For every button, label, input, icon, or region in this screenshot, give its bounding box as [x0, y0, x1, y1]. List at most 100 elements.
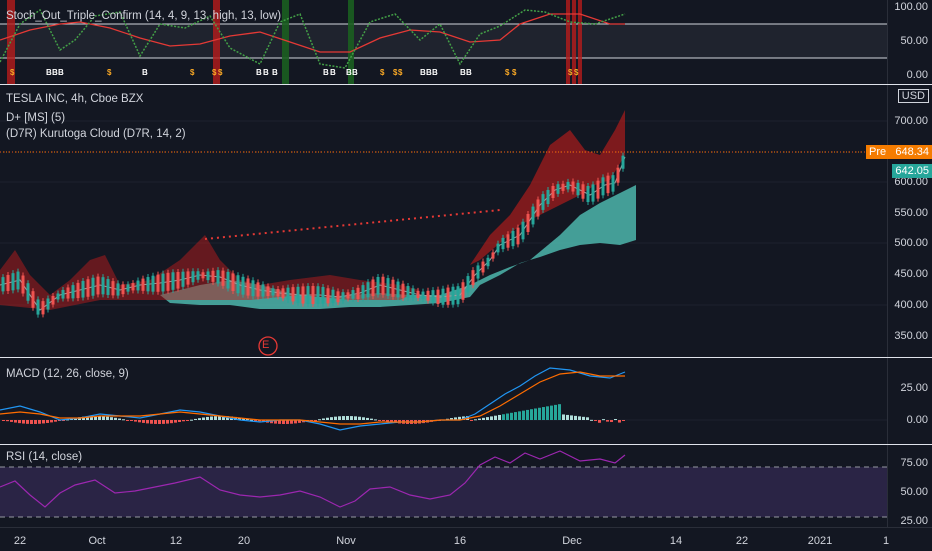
candle-body — [496, 243, 500, 253]
pane-separator[interactable] — [0, 444, 932, 445]
candle-body — [271, 288, 275, 296]
macd-plot[interactable] — [0, 358, 888, 444]
macd-histogram-bar — [194, 418, 197, 420]
candle-body — [251, 280, 255, 297]
macd-histogram-bar — [514, 412, 517, 420]
rsi-tick-75: 75.00 — [900, 457, 928, 469]
macd-histogram-bar — [38, 420, 41, 424]
candle-body — [561, 183, 565, 191]
macd-histogram-bar — [86, 416, 89, 420]
indicator-label-dplus[interactable]: D+ [MS] (5) — [6, 112, 66, 124]
macd-histogram-bar — [370, 418, 373, 420]
macd-histogram-bar — [146, 420, 149, 424]
macd-histogram-bar — [558, 404, 561, 420]
rsi-axis[interactable]: 75.00 50.00 25.00 — [887, 445, 932, 527]
candle-body — [341, 292, 345, 301]
candle-body — [156, 274, 160, 292]
stoch-price-axis[interactable]: 100.00 50.00 0.00 — [887, 0, 932, 84]
symbol-title[interactable]: TESLA INC, 4h, Cboe BZX — [6, 93, 144, 105]
stoch-plot[interactable]: $ B B B $ B $ $ $ B B B B B B B $ $ $ B B B B B $ $ $ $ — [0, 0, 888, 84]
macd-histogram-bar — [258, 420, 261, 422]
pane-separator[interactable] — [0, 357, 932, 358]
candle-body — [401, 283, 405, 298]
candle-body — [246, 278, 250, 296]
macd-label[interactable]: MACD (12, 26, close, 9) — [6, 368, 129, 380]
macd-histogram-bar — [622, 420, 625, 421]
macd-histogram-bar — [618, 420, 621, 423]
candle-body — [261, 284, 265, 297]
rsi-plot[interactable] — [0, 445, 888, 527]
candle-body — [491, 252, 495, 259]
stoch-buy-marker: B — [466, 68, 472, 77]
candle-body — [316, 286, 320, 304]
rsi-label[interactable]: RSI (14, close) — [6, 451, 83, 463]
stoch-tick-100: 100.00 — [894, 1, 928, 13]
time-tick: 12 — [169, 535, 183, 547]
macd-histogram-bar — [310, 420, 313, 421]
time-tick: 2021 — [807, 535, 833, 547]
candle-body — [416, 290, 420, 299]
candle-body — [176, 272, 180, 289]
macd-histogram-bar — [314, 420, 317, 421]
stoch-sell-marker: $ — [505, 68, 510, 77]
macd-histogram-bar — [174, 420, 177, 423]
macd-histogram-bar — [526, 409, 529, 420]
macd-axis[interactable]: 25.00 0.00 — [887, 358, 932, 444]
candle-body — [301, 286, 305, 304]
stoch-sell-marker: $ — [568, 68, 573, 77]
indicator-label-kurutoga[interactable]: (D7R) Kurutoga Cloud (D7R, 14, 2) — [6, 128, 186, 140]
macd-histogram-bar — [50, 420, 53, 423]
candle-body — [276, 289, 280, 297]
macd-histogram-bar — [374, 419, 377, 421]
macd-histogram-bar — [98, 416, 101, 420]
time-tick: 14 — [669, 535, 683, 547]
stoch-buy-marker: B — [323, 68, 329, 77]
candle-body — [611, 175, 615, 192]
candle-body — [536, 199, 540, 217]
macd-histogram-bar — [510, 412, 513, 420]
rsi-tick-50: 50.00 — [900, 486, 928, 498]
stoch-buy-marker: B — [420, 68, 426, 77]
macd-histogram-bar — [66, 419, 69, 421]
macd-histogram-bar — [222, 416, 225, 420]
macd-histogram-bar — [382, 420, 385, 421]
macd-histogram-bar — [166, 420, 169, 424]
earnings-marker[interactable]: E — [262, 339, 270, 351]
candle-body — [566, 181, 570, 190]
macd-histogram-bar — [354, 416, 357, 420]
price-axis[interactable]: 700.00 600.00 550.00 500.00 450.00 400.0… — [887, 85, 932, 357]
stoch-indicator-label[interactable]: Stoch_Out_Triple_Confirm (14, 4, 9, 13, … — [6, 10, 282, 22]
candle-body — [621, 155, 625, 169]
stoch-sell-marker: $ — [380, 68, 385, 77]
stoch-sell-marker: $ — [574, 68, 579, 77]
candle-body — [451, 286, 455, 305]
macd-histogram-bar — [482, 417, 485, 420]
pane-separator[interactable] — [0, 84, 932, 85]
candle-body — [336, 291, 340, 303]
macd-histogram-bar — [298, 420, 301, 423]
candle-body — [46, 298, 50, 310]
macd-histogram-bar — [118, 418, 121, 420]
candle-body — [21, 275, 25, 294]
price-plot[interactable]: E — [0, 85, 888, 357]
candle-body — [576, 182, 580, 196]
candle-body — [421, 291, 425, 300]
candle-body — [266, 286, 270, 297]
candle-body — [551, 185, 555, 199]
macd-histogram-bar — [294, 420, 297, 424]
macd-histogram-bar — [582, 416, 585, 420]
stoch-buy-marker: B — [432, 68, 438, 77]
candle-body — [146, 277, 150, 292]
candle-body — [206, 271, 210, 281]
candle-body — [116, 283, 120, 296]
macd-histogram-bar — [530, 409, 533, 420]
last-price-tag: 642.05 — [892, 164, 932, 178]
macd-histogram-bar — [586, 417, 589, 420]
currency-button[interactable]: USD — [897, 89, 929, 103]
macd-histogram-bar — [122, 419, 125, 421]
candle-body — [361, 285, 365, 299]
candle-body — [191, 271, 195, 283]
time-axis[interactable]: 22 Oct 12 20 Nov 16 Dec 14 22 2021 1 — [0, 527, 932, 551]
price-candles — [1, 152, 625, 318]
time-tick: Dec — [562, 535, 582, 547]
